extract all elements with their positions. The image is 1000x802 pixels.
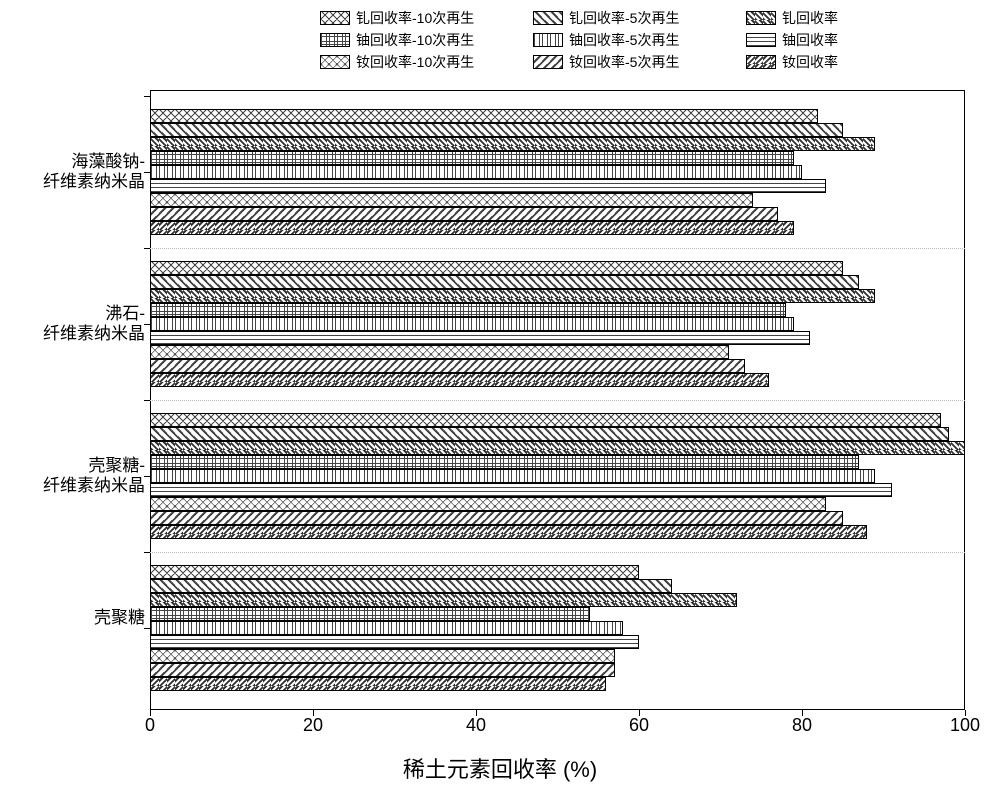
y-group-tick (144, 552, 150, 553)
legend-swatch (533, 55, 563, 69)
bar (150, 441, 965, 455)
bar (150, 621, 623, 635)
legend-label: 钕回收率-10次再生 (356, 52, 474, 72)
legend-item: 钆回收率-5次再生 (533, 8, 746, 28)
legend-item: 钕回收率 (746, 52, 959, 72)
legend-item: 钕回收率-5次再生 (533, 52, 746, 72)
legend-item: 钆回收率 (746, 8, 959, 28)
bar (150, 275, 859, 289)
bar (150, 137, 875, 151)
bar (150, 593, 737, 607)
bar (150, 469, 875, 483)
legend-label: 钆回收率-5次再生 (569, 8, 679, 28)
legend-label: 钕回收率-5次再生 (569, 52, 679, 72)
bar (150, 483, 892, 497)
y-tick-label: 海藻酸钠- 纤维素纳米晶 (5, 152, 145, 193)
legend-label: 钆回收率 (782, 8, 838, 28)
bar (150, 289, 875, 303)
legend-swatch (746, 33, 776, 47)
bar (150, 193, 753, 207)
legend-item: 铀回收率-5次再生 (533, 30, 746, 50)
x-tick-label: 40 (466, 715, 486, 736)
bar (150, 607, 590, 621)
legend-label: 钕回收率 (782, 52, 838, 72)
bar (150, 345, 729, 359)
legend-label: 铀回收率-5次再生 (569, 30, 679, 50)
y-tick-label: 壳聚糖 (5, 608, 145, 628)
x-tick-label: 20 (303, 715, 323, 736)
y-group-tick (144, 400, 150, 401)
group-separator (150, 248, 965, 249)
bar (150, 151, 794, 165)
y-group-tick (144, 248, 150, 249)
chart-frame: 钆回收率-10次再生 钆回收率-5次再生 钆回收率铀回收率-10次再生 铀回收率-5次… (0, 0, 1000, 802)
bar (150, 317, 794, 331)
legend-swatch (320, 11, 350, 25)
group-separator (150, 552, 965, 553)
legend-item: 钆回收率-10次再生 (320, 8, 533, 28)
legend-label: 钆回收率-10次再生 (356, 8, 474, 28)
x-tick-label: 80 (792, 715, 812, 736)
bar (150, 427, 949, 441)
bar (150, 303, 786, 317)
x-tick-label: 100 (950, 715, 980, 736)
legend-item: 钕回收率-10次再生 (320, 52, 533, 72)
legend-item: 铀回收率 (746, 30, 959, 50)
legend-swatch (746, 55, 776, 69)
bar (150, 331, 810, 345)
bar (150, 123, 843, 137)
x-tick-label: 0 (145, 715, 155, 736)
bar (150, 165, 802, 179)
x-axis-label: 稀土元素回收率 (%) (0, 752, 1000, 784)
legend-item: 铀回收率-10次再生 (320, 30, 533, 50)
bar (150, 359, 745, 373)
bar (150, 261, 843, 275)
y-group-tick (144, 96, 150, 97)
legend-label: 铀回收率-10次再生 (356, 30, 474, 50)
bar (150, 663, 615, 677)
legend-swatch (746, 11, 776, 25)
bar (150, 179, 826, 193)
bar (150, 207, 778, 221)
bar (150, 525, 867, 539)
y-tick-label: 壳聚糖- 纤维素纳米晶 (5, 456, 145, 497)
legend-swatch (320, 55, 350, 69)
bar (150, 649, 615, 663)
bar (150, 497, 826, 511)
bar (150, 511, 843, 525)
bar (150, 635, 639, 649)
legend: 钆回收率-10次再生 钆回收率-5次再生 钆回收率铀回收率-10次再生 铀回收率-5次… (320, 8, 960, 74)
bar (150, 109, 818, 123)
bar (150, 373, 769, 387)
legend-swatch (533, 11, 563, 25)
x-tick-label: 60 (629, 715, 649, 736)
bar (150, 579, 672, 593)
legend-label: 铀回收率 (782, 30, 838, 50)
y-tick-label: 沸石- 纤维素纳米晶 (5, 304, 145, 345)
bar (150, 413, 941, 427)
bar (150, 677, 606, 691)
bar (150, 221, 794, 235)
bar (150, 565, 639, 579)
legend-swatch (533, 33, 563, 47)
group-separator (150, 400, 965, 401)
legend-swatch (320, 33, 350, 47)
bar (150, 455, 859, 469)
